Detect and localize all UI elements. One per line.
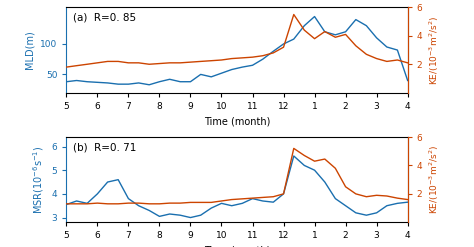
Y-axis label: MLD(m): MLD(m) <box>25 31 35 69</box>
Y-axis label: MSR(10$^{-6}$s$^{-1}$): MSR(10$^{-6}$s$^{-1}$) <box>31 145 46 214</box>
X-axis label: Time (month): Time (month) <box>204 246 270 247</box>
Y-axis label: KE/(10$^{-3}$m$^2$/s$^2$): KE/(10$^{-3}$m$^2$/s$^2$) <box>428 16 441 85</box>
Text: (a)  R=0. 85: (a) R=0. 85 <box>73 13 137 22</box>
X-axis label: Time (month): Time (month) <box>204 116 270 126</box>
Text: (b)  R=0. 71: (b) R=0. 71 <box>73 142 137 152</box>
Y-axis label: KE/(10$^{-3}$m$^2$/s$^2$): KE/(10$^{-3}$m$^2$/s$^2$) <box>428 145 441 214</box>
